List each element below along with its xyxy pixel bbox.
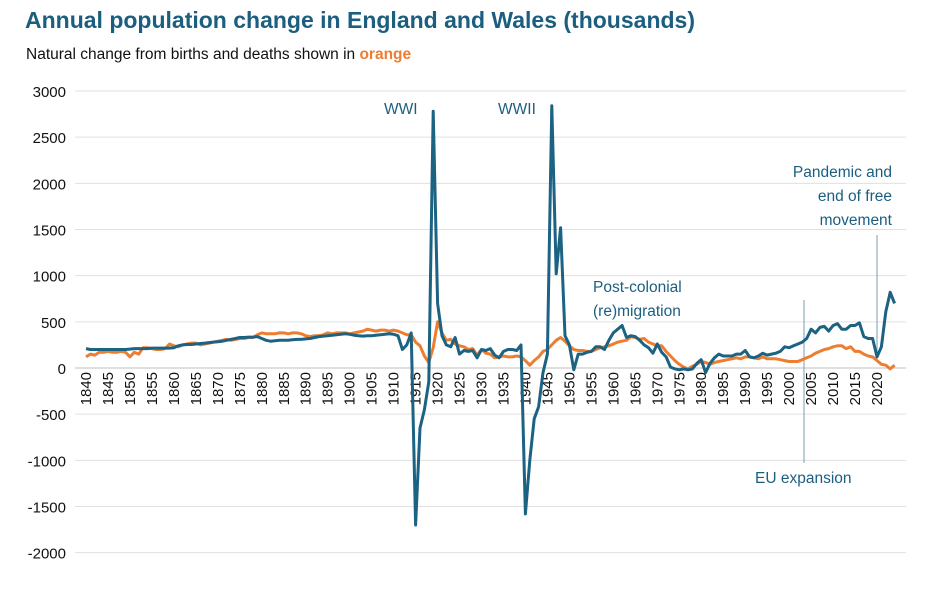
- x-tick-label: 1920: [430, 372, 447, 405]
- chart-title: Annual population change in England and …: [25, 7, 695, 33]
- x-tick-label: 1945: [539, 372, 556, 405]
- x-tick-label: 1985: [715, 372, 732, 405]
- subtitle-highlight: orange: [359, 46, 412, 63]
- x-tick-label: 1860: [166, 372, 183, 405]
- y-tick-label: -1500: [28, 500, 66, 517]
- y-tick-label: 2500: [33, 130, 66, 147]
- x-tick-label: 1850: [122, 372, 139, 405]
- x-tick-label: 1930: [474, 372, 491, 405]
- x-tick-label: 1915: [408, 372, 425, 405]
- x-tick-label: 1935: [495, 372, 512, 405]
- x-tick-label: 2015: [847, 372, 864, 405]
- annotation-postcolonial-line2: (re)migration: [593, 303, 681, 320]
- x-tick-label: 1980: [693, 372, 710, 405]
- x-tick-label: 1880: [254, 372, 271, 405]
- annotation-wwi: WWI: [384, 101, 418, 118]
- y-tick-label: 500: [41, 315, 66, 332]
- x-tick-label: 1885: [276, 372, 293, 405]
- subtitle-text: Natural change from births and deaths sh…: [26, 46, 360, 63]
- x-tick-label: 1900: [342, 372, 359, 405]
- x-tick-label: 1940: [517, 372, 534, 405]
- x-tick-label: 1975: [671, 372, 688, 405]
- y-tick-label: 1500: [33, 223, 66, 240]
- annotation-pandemic-line3: movement: [820, 212, 893, 229]
- y-tick-label: -1000: [28, 453, 66, 470]
- x-tick-label: 1955: [583, 372, 600, 405]
- x-tick-label: 1855: [144, 372, 161, 405]
- series-line-total-change: [85, 104, 896, 527]
- x-tick-label: 1875: [232, 372, 249, 405]
- x-tick-label: 1905: [364, 372, 381, 405]
- x-tick-label: 1845: [100, 372, 117, 405]
- x-tick-label: 1995: [759, 372, 776, 405]
- series-line-natural-change: [85, 320, 896, 371]
- x-tick-label: 1890: [298, 372, 315, 405]
- x-tick-label: 1970: [649, 372, 666, 405]
- x-tick-label: 2005: [803, 372, 820, 405]
- annotation-postcolonial-line1: Post-colonial: [593, 279, 682, 296]
- x-tick-label: 2010: [825, 372, 842, 405]
- x-tick-label: 1950: [561, 372, 578, 405]
- annotation-eu-expansion: EU expansion: [755, 470, 852, 487]
- x-tick-label: 1965: [627, 372, 644, 405]
- x-tick-label: 2000: [781, 372, 798, 405]
- x-tick-label: 1910: [386, 372, 403, 405]
- y-tick-label: 2000: [33, 176, 66, 193]
- y-tick-label: -500: [36, 407, 66, 424]
- chart-subtitle: Natural change from births and deaths sh…: [26, 46, 411, 64]
- annotation-pandemic-line2: end of free: [818, 188, 892, 205]
- x-tick-label: 1870: [210, 372, 227, 405]
- x-tick-label: 1865: [188, 372, 205, 405]
- x-tick-label: 1840: [78, 372, 95, 405]
- x-tick-label: 1960: [605, 372, 622, 405]
- y-tick-label: 3000: [33, 84, 66, 101]
- x-tick-label: 2020: [869, 372, 886, 405]
- x-tick-label: 1895: [320, 372, 337, 405]
- annotation-pandemic-line1: Pandemic and: [793, 164, 892, 181]
- annotation-wwii: WWII: [498, 101, 536, 118]
- y-tick-label: 1000: [33, 269, 66, 286]
- y-tick-label: -2000: [28, 546, 66, 563]
- y-tick-label: 0: [58, 361, 66, 378]
- x-tick-label: 1990: [737, 372, 754, 405]
- x-tick-label: 1925: [452, 372, 469, 405]
